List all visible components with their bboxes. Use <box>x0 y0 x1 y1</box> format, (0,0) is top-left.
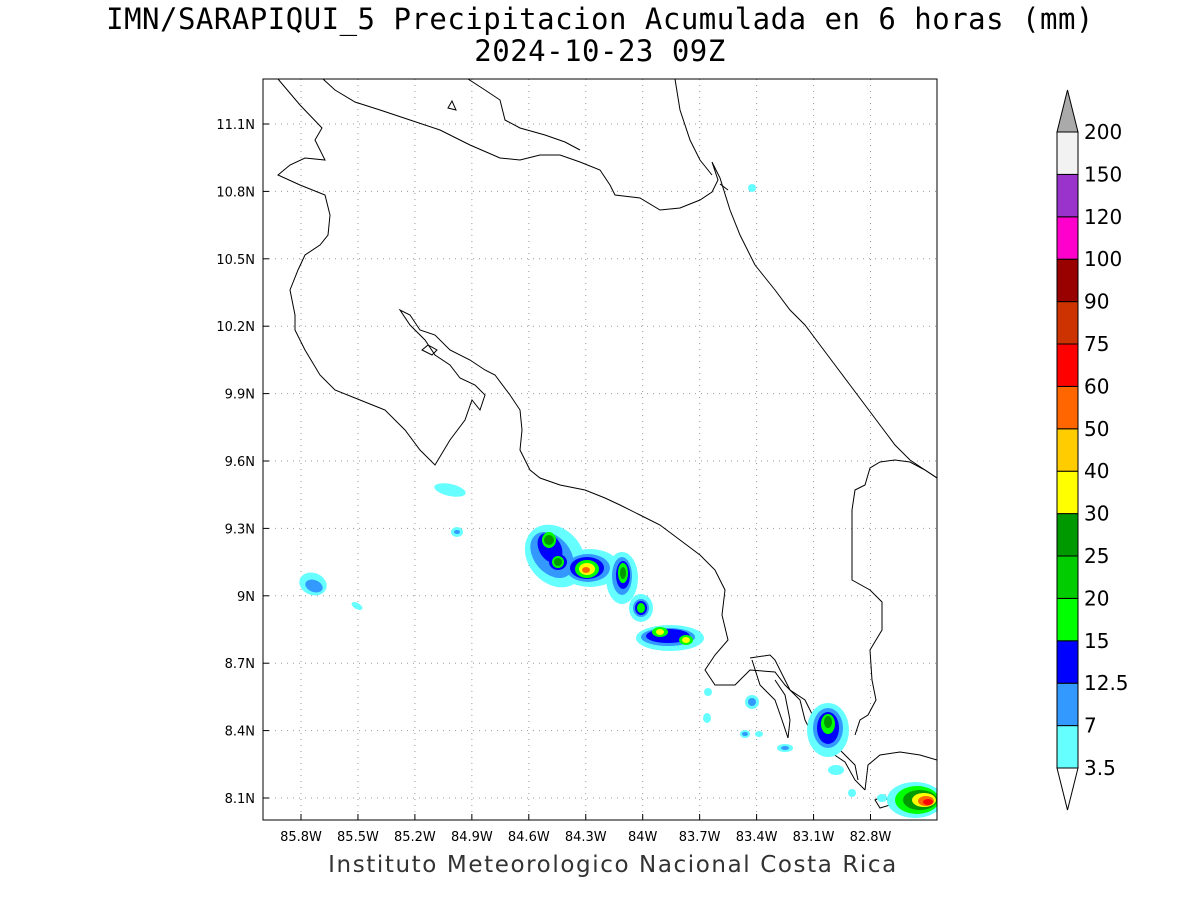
colorbar-label: 90 <box>1084 290 1109 314</box>
y-tick-label: 8.7N <box>225 657 255 672</box>
x-tick-label: 84.6W <box>508 830 550 845</box>
colorbar-swatch <box>1056 555 1079 599</box>
border-panama <box>851 459 937 736</box>
y-tick-label: 9.9N <box>225 388 255 403</box>
colorbar-swatch <box>1056 216 1079 260</box>
x-tick-label: 84.3W <box>565 830 607 845</box>
y-tick-label: 10.8N <box>216 185 255 200</box>
footer-credit: Instituto Meteorologico Nacional Costa R… <box>328 852 898 878</box>
colorbar-label: 30 <box>1084 502 1109 526</box>
map-title: IMN/SARAPIQUI_5 Precipitacion Acumulada … <box>106 2 1094 36</box>
coastline-caribbean-north <box>467 79 581 151</box>
colorbar-swatch <box>1056 131 1079 175</box>
colorbar-swatch <box>1056 470 1079 515</box>
coastline-burica <box>864 751 937 791</box>
precipitation-field <box>299 184 937 818</box>
colorbar-arrow-high <box>1056 89 1079 133</box>
colorbar-label: 120 <box>1084 205 1122 229</box>
coastline-south <box>749 654 859 781</box>
y-tick-label: 10.5N <box>216 253 255 268</box>
colorbar-label: 40 <box>1084 459 1109 483</box>
colorbar-swatch <box>1056 725 1079 769</box>
colorbar-swatch <box>1056 258 1079 303</box>
colorbar-swatch <box>1056 597 1079 642</box>
map-frame <box>262 78 938 821</box>
y-tick-label: 11.1N <box>216 118 255 133</box>
longitude-axis: 85.8W 85.5W 85.2W 84.9W 84.6W 84.3W 84W 83.7W 83… <box>280 814 892 845</box>
colorbar-swatch <box>1056 513 1079 557</box>
colorbar-label: 50 <box>1084 417 1109 441</box>
colorbar-label: 100 <box>1084 247 1122 271</box>
colorbar-swatch <box>1056 640 1079 684</box>
colorbar-arrow-low <box>1056 767 1079 811</box>
coastline-east <box>674 79 713 176</box>
coastlines <box>277 79 937 809</box>
island-nicoya <box>421 344 438 356</box>
colorbar-label: 150 <box>1084 162 1122 186</box>
island-small <box>719 183 729 191</box>
colorbar-swatch <box>1056 301 1079 345</box>
y-tick-label: 9.3N <box>225 522 255 537</box>
y-tick-label: 8.1N <box>225 792 255 807</box>
colorbar-label: 25 <box>1084 544 1109 568</box>
latitude-axis: 11.1N 10.8N 10.5N 10.2N 9.9N 9.6N 9.3N 9N 8.7N 8.… <box>216 118 269 807</box>
x-tick-label: 85.8W <box>280 830 322 845</box>
y-tick-label: 9.6N <box>225 455 255 470</box>
x-tick-label: 84W <box>628 830 658 845</box>
x-tick-label: 85.2W <box>394 830 436 845</box>
coastline-north <box>322 79 937 479</box>
colorbar-label: 7 <box>1084 714 1097 738</box>
colorbar-label: 15 <box>1084 629 1109 653</box>
x-tick-label: 83.7W <box>679 830 721 845</box>
x-tick-label: 85.5W <box>337 830 379 845</box>
y-tick-label: 10.2N <box>216 320 255 335</box>
colorbar-label: 60 <box>1084 374 1109 398</box>
y-tick-label: 8.4N <box>225 725 255 740</box>
colorbar-swatch <box>1056 173 1079 218</box>
colorbar-label: 75 <box>1084 332 1109 356</box>
x-tick-label: 84.9W <box>451 830 493 845</box>
colorbar-label: 200 <box>1084 120 1122 144</box>
map-subtitle-date: 2024-10-23 09Z <box>474 34 726 68</box>
colorbar-label: 12.5 <box>1084 671 1129 695</box>
colorbar-legend: 3.5 7 12.5 15 20 25 30 40 50 60 75 90 100 120 150 200 <box>1056 89 1129 811</box>
x-tick-label: 83.1W <box>793 830 835 845</box>
island-lake <box>447 99 457 111</box>
colorbar-swatch <box>1056 682 1079 727</box>
x-tick-label: 83.4W <box>736 830 778 845</box>
colorbar-label: 20 <box>1084 586 1109 610</box>
colorbar-label: 3.5 <box>1084 756 1116 780</box>
y-tick-label: 9N <box>237 590 255 605</box>
colorbar-swatch <box>1056 428 1079 472</box>
coastline-osa <box>751 659 791 739</box>
colorbar-swatch <box>1056 385 1079 430</box>
colorbar-swatch <box>1056 343 1079 387</box>
x-tick-label: 82.8W <box>850 830 892 845</box>
coastline-nicaragua-lake <box>277 79 866 791</box>
graticule-grid <box>263 79 937 820</box>
